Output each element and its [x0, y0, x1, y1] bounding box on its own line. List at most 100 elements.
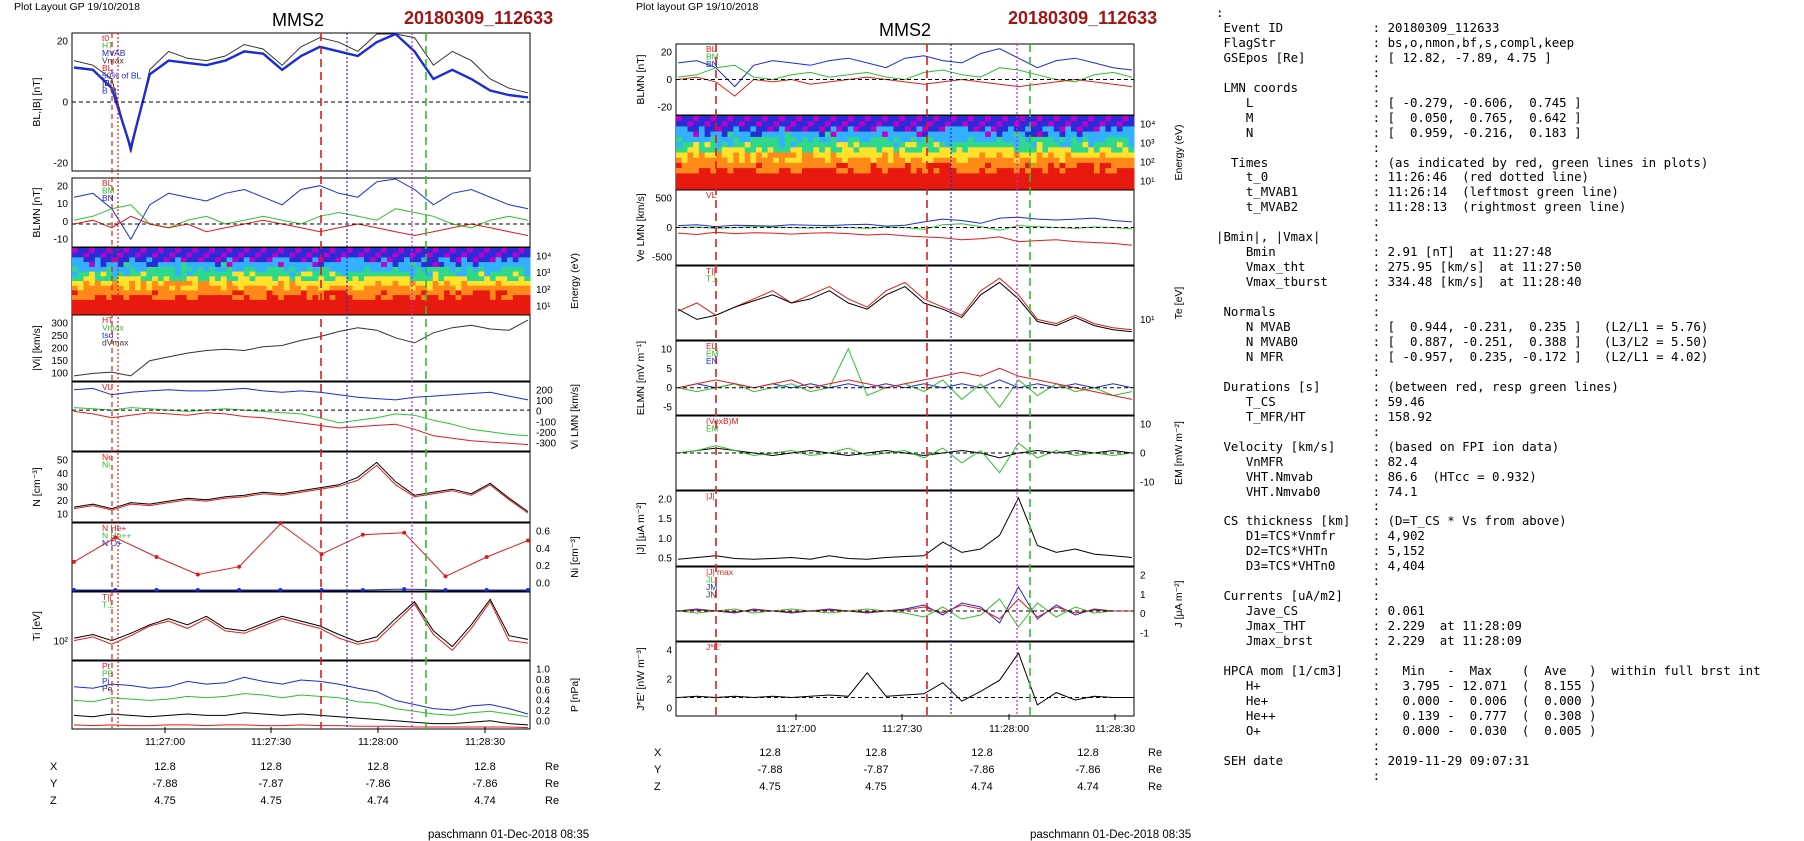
- spectrogram-cell: [1116, 131, 1123, 138]
- spectrogram-cell: [824, 126, 832, 133]
- spectrogram-cell: [939, 152, 946, 159]
- spectrogram-cell: [112, 309, 119, 315]
- spectrogram-cell: [375, 257, 382, 263]
- spectrogram-cell: [824, 183, 832, 190]
- spectrogram-cell: [721, 126, 728, 133]
- spectrogram-cell: [1065, 183, 1072, 190]
- spectrogram-cell: [721, 136, 728, 143]
- spectrogram-cell: [421, 281, 428, 287]
- spectrogram-cell: [721, 173, 728, 180]
- spectrogram-cell: [243, 309, 250, 315]
- spectrogram-cell: [790, 136, 797, 143]
- spectrogram-cell: [77, 276, 84, 282]
- spectrogram-cell: [813, 157, 820, 164]
- panel-frame: [675, 641, 1135, 717]
- spectrogram-cell: [100, 295, 107, 301]
- spectrogram-cell: [375, 248, 382, 254]
- spectrogram-cell: [905, 178, 912, 185]
- spectrogram-cell: [1128, 126, 1135, 133]
- spectrogram-cell: [461, 285, 468, 291]
- report-line: Vmax_tht : 275.95 [km/s] at 11:27:50: [1216, 259, 1582, 275]
- spectrogram-cell: [819, 131, 826, 138]
- spectrogram-cell: [83, 295, 90, 301]
- spectrogram-cell: [272, 295, 279, 301]
- spectrogram-cell: [444, 266, 451, 273]
- spectrogram-cell: [1019, 152, 1026, 159]
- spectrogram-cell: [272, 271, 279, 277]
- spectrogram-cell: [802, 147, 809, 153]
- y-tick-label: 200: [51, 344, 68, 355]
- spectrogram-cell: [744, 136, 751, 143]
- spectrogram-cell: [163, 290, 170, 296]
- spectrogram-cell: [220, 266, 227, 273]
- spectrogram-cell: [501, 266, 508, 273]
- spectrogram-cell: [744, 173, 751, 180]
- spectrogram-cell: [1065, 121, 1072, 127]
- spectrogram-cell: [203, 276, 210, 282]
- spectrogram-cell: [426, 276, 434, 282]
- spectrogram-cell: [739, 131, 746, 138]
- spectrogram-cell: [1111, 162, 1118, 169]
- spectrogram-cell: [312, 309, 319, 315]
- spectrogram-cell: [933, 183, 940, 190]
- spectrogram-cell: [933, 168, 940, 174]
- spectrogram-cell: [939, 162, 946, 169]
- spectrogram-cell: [484, 309, 491, 315]
- spectrogram-cell: [512, 257, 519, 263]
- spectrogram-cell: [186, 304, 193, 310]
- spectrogram-cell: [209, 266, 216, 273]
- spectrogram-cell: [704, 147, 711, 153]
- spectrogram-cell: [704, 183, 711, 190]
- spectrogram-cell: [876, 147, 883, 153]
- spectrogram-cell: [1025, 173, 1032, 180]
- spectrogram-cell: [802, 136, 809, 143]
- spectrogram-cell: [518, 309, 525, 315]
- spectrogram-cell: [750, 147, 757, 153]
- series-line: [73, 407, 529, 437]
- spectrogram-cell: [335, 281, 342, 287]
- spectrogram-cell: [1019, 142, 1026, 148]
- spectrogram-cell: [301, 299, 308, 306]
- spectrogram-cell: [507, 290, 514, 296]
- panel-frame: [71, 591, 531, 661]
- ephemeris-label: X: [654, 747, 662, 759]
- spectrogram-cell: [807, 168, 814, 174]
- spectrogram-cell: [289, 276, 296, 282]
- spectrogram-cell: [893, 142, 900, 148]
- spectrogram-cell: [1099, 116, 1106, 122]
- report-line: Jmax_brst : 2.229 at 11:28:09: [1216, 633, 1522, 649]
- spectrogram-cell: [369, 295, 376, 301]
- spectrogram-cell: [933, 121, 940, 127]
- spectrogram-cell: [893, 152, 900, 159]
- spectrogram-cell: [180, 248, 187, 254]
- spectrogram-cell: [409, 262, 416, 268]
- spectrogram-cell: [1053, 126, 1060, 133]
- spectrogram-cell: [1093, 173, 1101, 180]
- spectrogram-cell: [421, 271, 428, 277]
- spectrogram-cell: [853, 147, 860, 153]
- spectrogram-cell: [1059, 152, 1066, 159]
- spectrogram-cell: [278, 276, 285, 282]
- spectrogram-cell: [421, 290, 428, 296]
- spectrogram-cell: [106, 248, 113, 254]
- spectrogram-cell: [1031, 126, 1038, 133]
- spectrogram-cell: [94, 295, 102, 301]
- spectrogram-cell: [1042, 157, 1049, 164]
- panel-ylabel: J*E' [nW m⁻³]: [635, 647, 647, 711]
- spectrogram-cell: [289, 285, 296, 291]
- spectrogram-cell: [484, 276, 491, 282]
- spectrogram-cell: [693, 162, 700, 169]
- spectrogram-cell: [1122, 126, 1129, 133]
- series-line: [73, 693, 529, 718]
- spectrogram-cell: [847, 131, 854, 138]
- spectrogram-cell: [744, 162, 751, 169]
- spectrogram-cell: [1088, 183, 1095, 190]
- spectrogram-cell: [1025, 131, 1032, 138]
- legend-entry: JN: [706, 590, 716, 600]
- spectrogram-cell: [215, 309, 222, 315]
- spectrogram-cell: [129, 299, 136, 306]
- spectrogram-cell: [910, 116, 917, 122]
- spectrogram-cell: [112, 248, 119, 254]
- spectrogram-cell: [893, 126, 900, 133]
